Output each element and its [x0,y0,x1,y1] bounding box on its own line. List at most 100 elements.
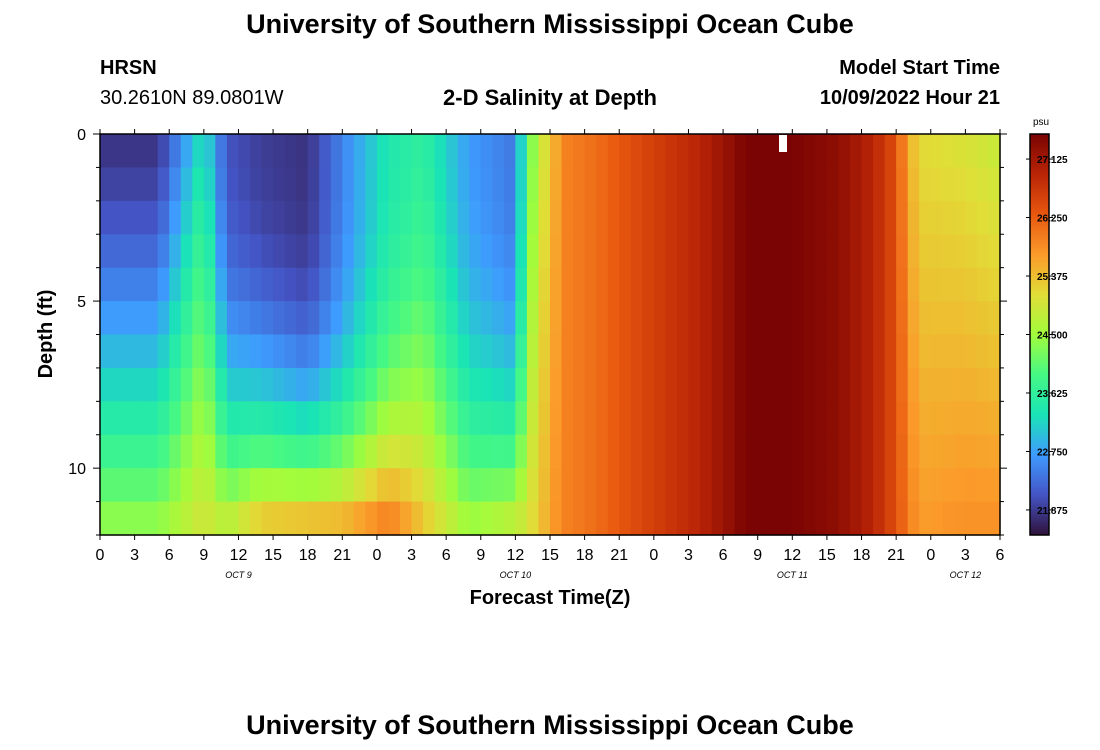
heatmap-cell [792,167,805,202]
heatmap-cell [284,134,297,169]
heatmap-cell [146,234,159,269]
heatmap-cell [365,134,378,169]
heatmap-cell [146,401,159,436]
heatmap-cell [734,200,747,235]
heatmap-cell [250,234,263,269]
chart-subtitle: 2-D Salinity at Depth [443,85,657,110]
heatmap-cell [273,267,286,302]
heatmap-cell [607,200,620,235]
heatmap-cell [423,267,436,302]
x-tick-label: 12 [783,547,801,564]
heatmap-cell [619,367,632,402]
heatmap-cell [423,167,436,202]
heatmap-cell [376,267,390,302]
heatmap-cell [192,167,205,202]
heatmap-cell [411,267,424,302]
heatmap-cell [492,267,505,302]
heatmap-cell [723,468,736,503]
heatmap-cell [446,501,459,536]
heatmap-cell [838,501,851,536]
heatmap-cell [780,334,793,369]
heatmap-cell [769,301,782,336]
heatmap-cell [584,501,597,536]
heatmap-cell [365,334,378,369]
heatmap-cell [261,367,274,402]
heatmap-cell [157,434,170,469]
date-label: OCT 10 [500,570,532,580]
heatmap-cell [526,301,540,336]
heatmap-cell [250,401,263,436]
heatmap-cell [515,301,528,336]
heatmap-cell [238,334,251,369]
heatmap-cell [469,501,482,536]
heatmap-cell [111,401,124,436]
heatmap-cell [676,501,690,536]
heatmap-cell [215,401,228,436]
heatmap-cell [492,501,505,536]
heatmap-cell [457,267,470,302]
heatmap-cell [157,367,170,402]
heatmap-cell [711,501,724,536]
heatmap-cell [573,267,586,302]
heatmap-cell [942,367,955,402]
heatmap-cell [584,234,597,269]
heatmap-cell [850,167,863,202]
heatmap-cell [157,234,170,269]
heatmap-cell [561,468,574,503]
heatmap-cell [400,468,413,503]
heatmap-cell [700,234,713,269]
heatmap-cell [111,301,124,336]
heatmap-cell [180,167,193,202]
heatmap-cell [919,167,932,202]
heatmap-cell [492,301,505,336]
heatmap-cell [584,334,597,369]
heatmap-cell [769,200,782,235]
heatmap-cell [953,434,966,469]
colorbar-tick-label: 23.625 [1037,389,1068,400]
heatmap-cell [676,367,690,402]
heatmap-cell [457,167,470,202]
heatmap-cell [792,200,805,235]
heatmap-cell [803,134,816,169]
x-tick-label: 21 [887,547,905,564]
heatmap-cell [180,468,193,503]
x-tick-label: 6 [996,547,1005,564]
heatmap-cell [388,367,401,402]
colorbar-tick-label: 22.750 [1037,447,1068,458]
heatmap-cell [330,367,343,402]
heatmap-cell [480,367,493,402]
heatmap-cell [815,234,828,269]
heatmap-cell [250,468,263,503]
heatmap-cell [815,167,828,202]
heatmap-cell [919,301,932,336]
heatmap-cell [284,267,297,302]
heatmap-cell [607,167,620,202]
heatmap-cell [861,234,874,269]
heatmap-cell [907,334,920,369]
heatmap-cell [688,334,701,369]
heatmap-cell [480,267,493,302]
heatmap-cell [561,501,574,536]
heatmap-cell [169,468,182,503]
y-axis-title: Depth (ft) [35,290,57,379]
heatmap-cell [561,200,574,235]
heatmap-cell [953,200,966,235]
heatmap-cell [123,468,136,503]
heatmap-cell [550,367,563,402]
heatmap-cell [596,134,609,169]
heatmap-cell [446,167,459,202]
heatmap-cell [526,200,540,235]
heatmap-cell [515,234,528,269]
heatmap-cell [907,367,920,402]
heatmap-cell [330,234,343,269]
heatmap-cell [861,301,874,336]
heatmap-cell [653,134,666,169]
heatmap-cell [307,434,320,469]
heatmap-cell [180,267,193,302]
heatmap-cell [457,134,470,169]
heatmap-cell [619,334,632,369]
heatmap-cell [226,134,240,169]
heatmap-cell [838,167,851,202]
heatmap-cell [988,367,1001,402]
heatmap-cell [573,167,586,202]
